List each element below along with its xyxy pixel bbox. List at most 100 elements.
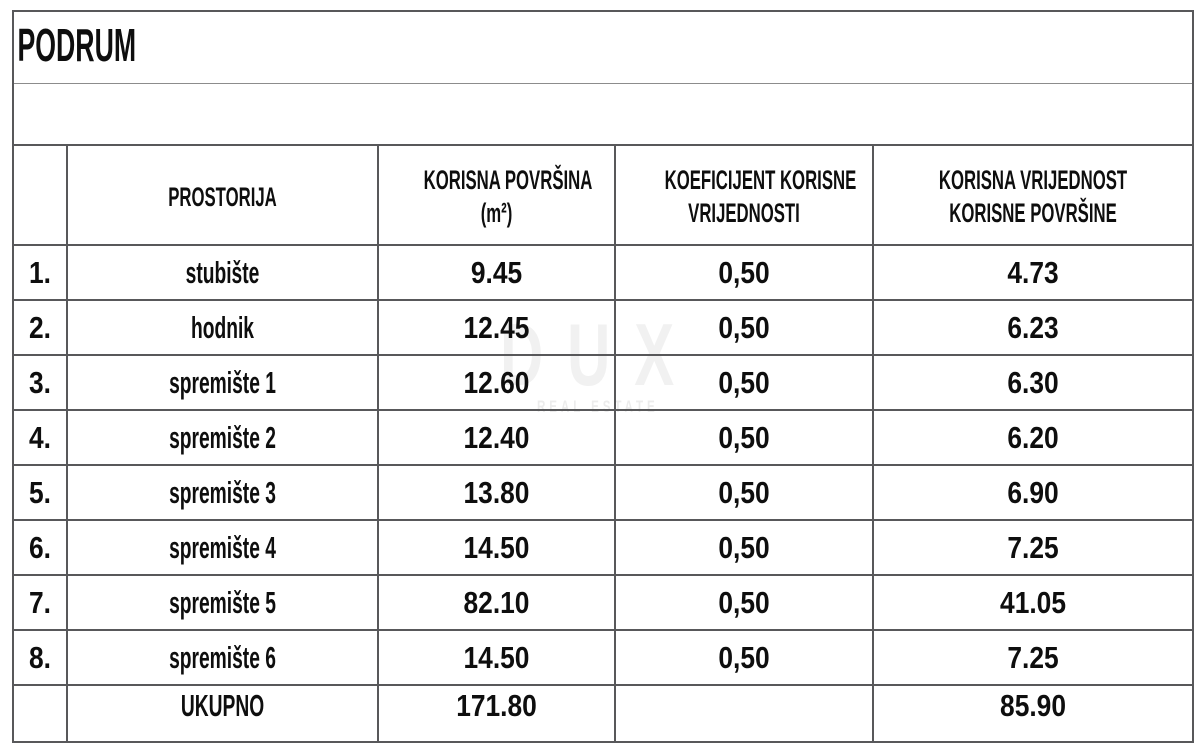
- cell-useful-value: 6.30: [871, 354, 1195, 411]
- cell-room-name: spremište 2: [66, 409, 379, 466]
- total-row: UKUPNO 171.80 85.90: [12, 684, 1195, 743]
- header-area-line1: KORISNA POVRŠINA: [423, 165, 593, 196]
- room-name: spremište 5: [169, 584, 276, 620]
- cell-row-number: 2.: [12, 299, 68, 356]
- cell-room-name: hodnik: [66, 299, 379, 356]
- cell-room-name: spremište 6: [66, 629, 379, 686]
- area-value: 14.50: [463, 639, 530, 675]
- cell-area: 14.50: [377, 629, 616, 686]
- header-row: PROSTORIJA KORISNA POVRŠINA (m²) KOEFICI…: [12, 144, 1195, 246]
- total-cell-label: UKUPNO: [66, 684, 379, 743]
- cell-useful-value: 6.90: [871, 464, 1195, 521]
- cell-row-number: 5.: [12, 464, 68, 521]
- header-cell-area: KORISNA POVRŠINA (m²): [377, 144, 616, 246]
- useful-value: 7.25: [1007, 639, 1059, 675]
- total-cell-index: [12, 684, 68, 743]
- room-name: stubište: [185, 254, 260, 290]
- total-useful-value: 85.90: [1000, 688, 1066, 723]
- cell-coefficient: 0,50: [614, 409, 874, 466]
- room-name: spremište 3: [169, 474, 276, 510]
- cell-area: 12.60: [377, 354, 616, 411]
- cell-coefficient: 0,50: [614, 354, 874, 411]
- cell-row-number: 6.: [12, 519, 68, 576]
- useful-value: 6.90: [1007, 474, 1059, 510]
- cell-useful-value: 6.23: [871, 299, 1195, 356]
- coefficient-value: 0,50: [718, 639, 770, 675]
- coefficient-value: 0,50: [718, 529, 770, 565]
- header-cell-value: KORISNA VRIJEDNOST KORISNE POVRŠINE: [871, 144, 1195, 246]
- table-row: 2. hodnik 12.45 0,50 6.23: [12, 299, 1195, 356]
- row-number: 1.: [29, 254, 51, 290]
- cell-room-name: spremište 1: [66, 354, 379, 411]
- header-cell-coefficient: KOEFICIJENT KORISNE VRIJEDNOSTI: [614, 144, 874, 246]
- useful-value: 7.25: [1007, 529, 1059, 565]
- cell-area: 14.50: [377, 519, 616, 576]
- header-coef-line2: VRIJEDNOSTI: [688, 198, 800, 228]
- cell-coefficient: 0,50: [614, 299, 874, 356]
- total-cell-value: 85.90: [871, 684, 1195, 743]
- cell-useful-value: 7.25: [871, 519, 1195, 576]
- row-number: 6.: [29, 529, 51, 565]
- cell-row-number: 8.: [12, 629, 68, 686]
- row-number: 8.: [29, 639, 51, 675]
- table-row: 8. spremište 6 14.50 0,50 7.25: [12, 629, 1195, 686]
- table-row: 6. spremište 4 14.50 0,50 7.25: [12, 519, 1195, 576]
- header-cell-index: [12, 144, 68, 246]
- row-number: 5.: [29, 474, 51, 510]
- cell-useful-value: 4.73: [871, 244, 1195, 301]
- title-cell: PODRUM: [11, 10, 1195, 84]
- cell-area: 13.80: [377, 464, 616, 521]
- cell-area: 12.45: [377, 299, 616, 356]
- table-row: 4. spremište 2 12.40 0,50 6.20: [12, 409, 1195, 466]
- total-cell-area: 171.80: [377, 684, 616, 743]
- table-row: 5. spremište 3 13.80 0,50 6.90: [12, 464, 1195, 521]
- header-value-line2: KORISNE POVRŠINE: [949, 198, 1117, 228]
- room-name: spremište 1: [169, 364, 276, 400]
- cell-coefficient: 0,50: [614, 519, 874, 576]
- cell-room-name: stubište: [66, 244, 379, 301]
- spacer-row: [11, 83, 1195, 146]
- cell-room-name: spremište 3: [66, 464, 379, 521]
- row-number: 4.: [29, 419, 51, 455]
- area-value: 12.60: [463, 364, 530, 400]
- cell-area: 82.10: [377, 574, 616, 631]
- room-name: spremište 6: [169, 639, 276, 675]
- header-area-line2: (m²): [480, 198, 513, 228]
- cell-row-number: 3.: [12, 354, 68, 411]
- cell-room-name: spremište 4: [66, 519, 379, 576]
- useful-value: 6.30: [1007, 364, 1059, 400]
- area-value: 14.50: [463, 529, 530, 565]
- page-title: PODRUM: [17, 18, 137, 71]
- podrum-area-table: PODRUM PROSTORIJA KORISNA POVRŠINA (m²) …: [11, 10, 1195, 743]
- coefficient-value: 0,50: [718, 364, 770, 400]
- spacer-cell: [11, 83, 1195, 146]
- header-cell-room: PROSTORIJA: [66, 144, 379, 246]
- area-value: 13.80: [463, 474, 530, 510]
- table-row: 1. stubište 9.45 0,50 4.73: [12, 244, 1195, 301]
- cell-coefficient: 0,50: [614, 574, 874, 631]
- row-number: 3.: [29, 364, 51, 400]
- cell-useful-value: 41.05: [871, 574, 1195, 631]
- cell-useful-value: 7.25: [871, 629, 1195, 686]
- room-name: spremište 4: [169, 529, 276, 565]
- cell-room-name: spremište 5: [66, 574, 379, 631]
- coefficient-value: 0,50: [718, 474, 770, 510]
- header-value-line1: KORISNA VRIJEDNOST: [938, 165, 1128, 196]
- room-name: hodnik: [190, 309, 254, 345]
- coefficient-value: 0,50: [718, 584, 770, 620]
- table-row: 3. spremište 1 12.60 0,50 6.30: [12, 354, 1195, 411]
- header-room-label: PROSTORIJA: [168, 181, 277, 212]
- useful-value: 4.73: [1007, 254, 1059, 290]
- area-value: 82.10: [463, 584, 530, 620]
- total-cell-coefficient: [614, 684, 874, 743]
- table-row: 7. spremište 5 82.10 0,50 41.05: [12, 574, 1195, 631]
- useful-value: 41.05: [1000, 584, 1066, 620]
- cell-coefficient: 0,50: [614, 629, 874, 686]
- row-number: 2.: [29, 309, 51, 345]
- coefficient-value: 0,50: [718, 254, 770, 290]
- row-number: 7.: [29, 584, 51, 620]
- cell-row-number: 1.: [12, 244, 68, 301]
- useful-value: 6.20: [1007, 419, 1059, 455]
- cell-row-number: 7.: [12, 574, 68, 631]
- coefficient-value: 0,50: [718, 419, 770, 455]
